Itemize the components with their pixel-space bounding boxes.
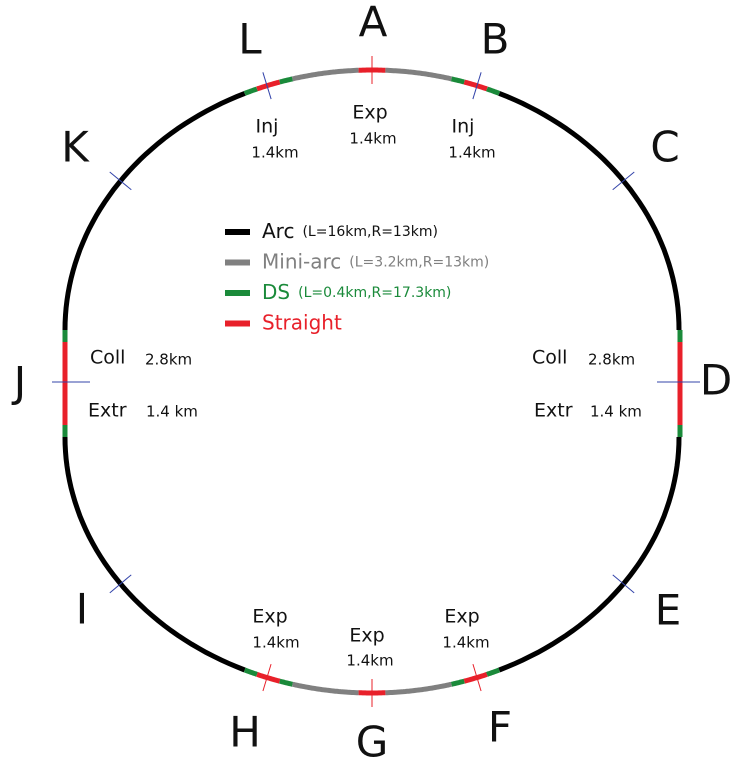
point-label: B <box>481 15 510 64</box>
ring-segment <box>256 672 281 684</box>
point-tick <box>472 664 482 692</box>
section-length: 1.4km <box>349 130 396 148</box>
point-label: C <box>650 123 679 172</box>
ring-segment <box>279 678 294 687</box>
point-tick <box>109 171 132 191</box>
legend-detail: (L=16km,R=13km) <box>302 224 437 240</box>
point-tick <box>109 574 132 594</box>
ring-segment <box>450 76 465 85</box>
ring-segment <box>291 67 359 82</box>
section-length: 1.4km <box>251 144 298 162</box>
legend-label: DS (L=0.4km,R=17.3km) <box>262 280 451 304</box>
legend-detail: (L=3.2km,R=13km) <box>349 255 489 271</box>
section-name: Extr <box>88 400 127 422</box>
legend-name: Straight <box>262 310 342 334</box>
point-label: H <box>229 708 261 757</box>
legend-name: Mini-arc <box>262 249 341 273</box>
point-tick <box>262 664 272 692</box>
section-length: 2.8km <box>588 351 635 369</box>
section-name: Extr <box>534 400 573 422</box>
ring-segment <box>292 681 359 696</box>
section-name: Inj <box>452 116 475 138</box>
section-length: 1.4 km <box>590 403 642 421</box>
ring-segment <box>486 86 501 96</box>
point-tick <box>262 72 272 100</box>
section-length: 1.4 km <box>146 403 198 421</box>
section-length: 1.4km <box>448 144 495 162</box>
ring-segment <box>62 91 246 331</box>
point-tick <box>612 171 635 191</box>
section-name: Exp <box>444 606 479 628</box>
ring-segment <box>486 667 501 677</box>
legend-label: Mini-arc (L=3.2km,R=13km) <box>262 249 489 273</box>
ring-segment <box>450 678 465 687</box>
ring-segment <box>256 79 281 92</box>
point-tick <box>612 574 635 594</box>
ring-segment <box>385 67 453 82</box>
point-label: G <box>356 718 389 762</box>
section-length: 1.4km <box>442 634 489 652</box>
ring-segment <box>498 436 682 673</box>
point-label: E <box>655 586 682 635</box>
section-name: Exp <box>352 102 387 124</box>
ring-segment <box>279 76 294 85</box>
ring-segment <box>243 667 258 677</box>
point-label: K <box>61 123 90 172</box>
ring-segment <box>385 681 452 696</box>
ring-segment <box>498 91 682 331</box>
point-label: A <box>359 0 388 47</box>
section-name: Coll <box>90 347 125 369</box>
ring-segment <box>463 672 488 684</box>
legend-label: Straight <box>262 310 342 334</box>
section-length: 1.4km <box>252 634 299 652</box>
legend-label: Arc (L=16km,R=13km) <box>262 219 438 243</box>
ring-segment <box>463 79 488 92</box>
section-name: Exp <box>252 606 287 628</box>
section-length: 2.8km <box>145 351 192 369</box>
point-label: D <box>700 356 731 405</box>
section-name: Exp <box>349 625 384 647</box>
legend-name: Arc <box>262 219 294 243</box>
section-name: Coll <box>532 347 567 369</box>
point-label: J <box>11 358 26 407</box>
point-label: L <box>238 15 262 64</box>
legend-name: DS <box>262 280 290 304</box>
point-tick <box>472 72 482 100</box>
section-name: Inj <box>256 116 279 138</box>
legend-detail: (L=0.4km,R=17.3km) <box>298 285 451 301</box>
ring-segment <box>62 436 246 673</box>
section-length: 1.4km <box>346 652 393 670</box>
point-label: F <box>488 703 512 752</box>
ring-segment <box>243 86 258 96</box>
point-label: I <box>76 585 88 634</box>
